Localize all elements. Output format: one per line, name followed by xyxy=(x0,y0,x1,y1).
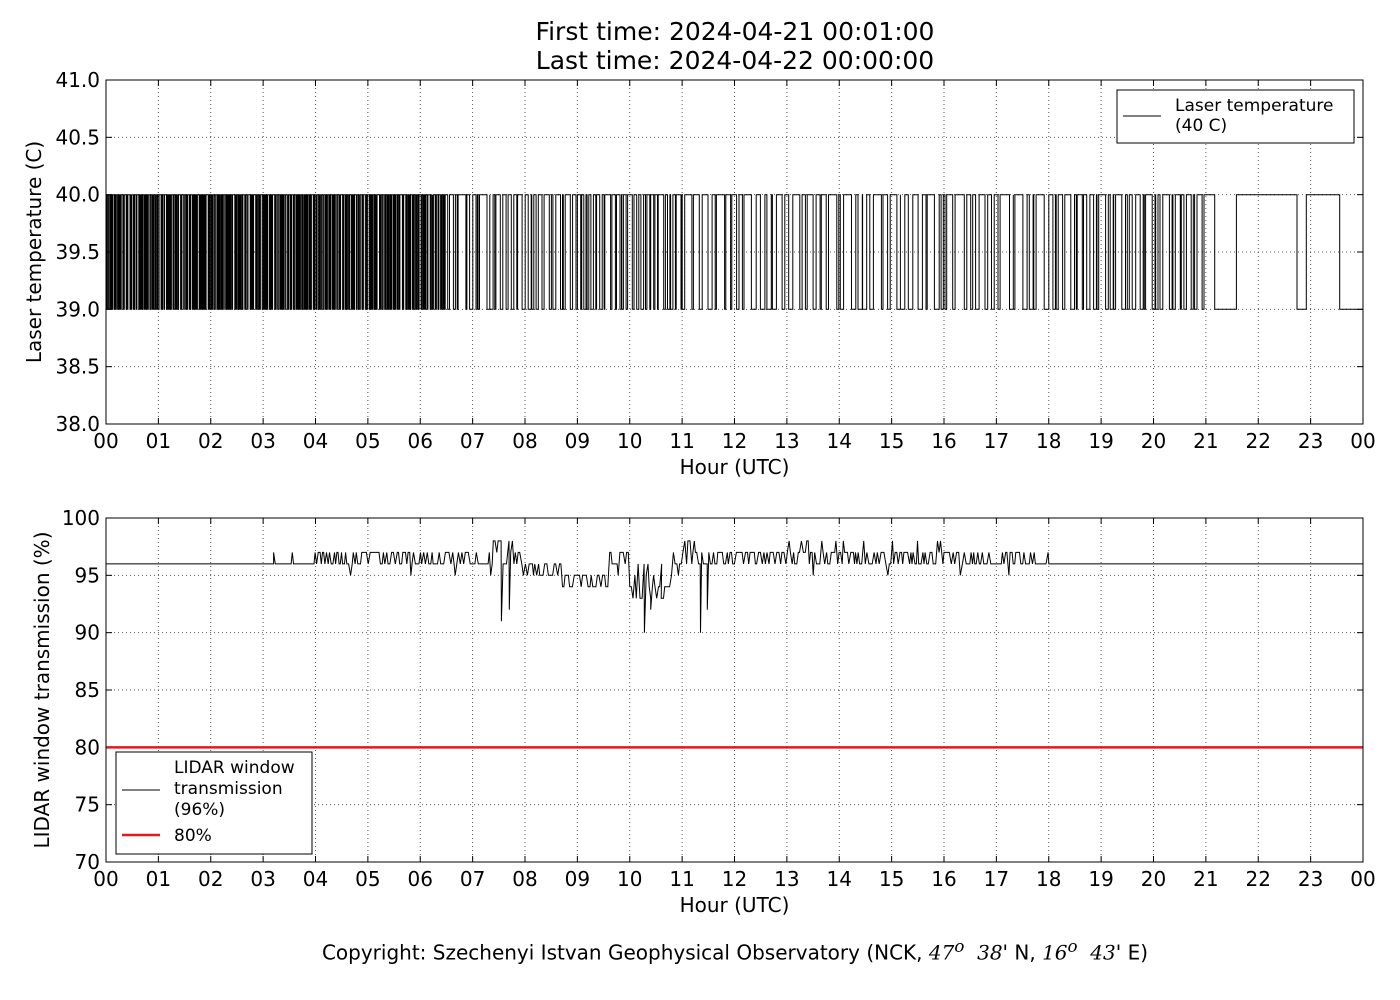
y-tick-label: 40.0 xyxy=(55,183,100,207)
x-tick-label: 01 xyxy=(146,429,171,453)
legend-label-lidar: transmission xyxy=(174,779,283,799)
legend-label-lidar: LIDAR window xyxy=(174,758,295,778)
x-tick-label: 00 xyxy=(1350,867,1375,891)
x-tick-label: 05 xyxy=(355,867,380,891)
x-tick-label: 21 xyxy=(1193,429,1218,453)
x-tick-label: 02 xyxy=(198,429,223,453)
y-tick-label: 38.5 xyxy=(55,355,100,379)
series-lidar-transmission xyxy=(106,540,1363,633)
y-tick-label: 39.0 xyxy=(55,297,100,321)
x-tick-label: 17 xyxy=(984,429,1009,453)
longitude-degree-mark: o xyxy=(1067,937,1078,956)
x-tick-label: 03 xyxy=(250,429,275,453)
x-tick-label: 04 xyxy=(303,867,328,891)
x-tick-label: 11 xyxy=(669,429,694,453)
x-tick-label: 18 xyxy=(1036,429,1061,453)
x-tick-label: 13 xyxy=(774,867,799,891)
x-tick-label: 23 xyxy=(1298,867,1323,891)
legend-label-threshold: 80% xyxy=(174,826,212,846)
x-axis-label: Hour (UTC) xyxy=(680,455,790,479)
y-axis-label: LIDAR window transmission (%) xyxy=(30,532,54,849)
x-tick-label: 21 xyxy=(1193,867,1218,891)
copyright-prefix: Copyright: Szechenyi Istvan Geophysical … xyxy=(321,940,929,965)
y-tick-label: 39.5 xyxy=(55,240,100,264)
x-tick-label: 12 xyxy=(722,867,747,891)
x-tick-label: 09 xyxy=(565,429,590,453)
longitude-minutes: 43 xyxy=(1090,940,1116,965)
x-tick-label: 13 xyxy=(774,429,799,453)
x-tick-label: 07 xyxy=(460,429,485,453)
x-tick-label: 16 xyxy=(931,429,956,453)
x-tick-label: 03 xyxy=(250,867,275,891)
x-tick-label: 00 xyxy=(93,429,118,453)
longitude-suffix: ' E) xyxy=(1115,940,1149,965)
y-axis-label: Laser temperature (C) xyxy=(22,141,46,363)
x-tick-label: 01 xyxy=(146,867,171,891)
y-tick-label: 90 xyxy=(75,621,100,645)
chart-title: First time: 2024-04-21 00:01:00 Last tim… xyxy=(0,17,1400,75)
legend-box xyxy=(115,751,313,855)
longitude-degrees: 16 xyxy=(1042,940,1068,965)
x-axis-label: Hour (UTC) xyxy=(680,893,790,917)
x-tick-label: 04 xyxy=(303,429,328,453)
latitude-minutes: 38 xyxy=(977,940,1003,965)
x-tick-label: 06 xyxy=(408,429,433,453)
x-tick-label: 17 xyxy=(984,867,1009,891)
x-tick-label: 22 xyxy=(1246,429,1271,453)
legend-label-lidar: (96%) xyxy=(174,800,225,820)
latitude-degree-mark: o xyxy=(954,937,965,956)
x-tick-label: 15 xyxy=(879,429,904,453)
y-tick-label: 100 xyxy=(62,506,100,530)
x-tick-label: 08 xyxy=(512,429,537,453)
x-tick-label: 14 xyxy=(827,429,852,453)
x-tick-label: 19 xyxy=(1088,429,1113,453)
x-tick-label: 16 xyxy=(931,867,956,891)
x-tick-label: 00 xyxy=(1350,429,1375,453)
x-tick-label: 20 xyxy=(1141,867,1166,891)
y-tick-label: 95 xyxy=(75,563,100,587)
title-last-time: Last time: 2024-04-22 00:00:00 xyxy=(535,46,935,75)
y-tick-label: 41.0 xyxy=(55,68,100,92)
x-tick-label: 15 xyxy=(879,867,904,891)
series-laser-temperature xyxy=(106,194,1364,310)
y-tick-label: 40.5 xyxy=(55,125,100,149)
x-tick-label: 09 xyxy=(565,867,590,891)
x-tick-label: 19 xyxy=(1088,867,1113,891)
copyright-note: Copyright: Szechenyi Istvan Geophysical … xyxy=(0,937,1400,965)
y-tick-label: 85 xyxy=(75,678,100,702)
x-tick-label: 10 xyxy=(617,867,642,891)
x-tick-label: 06 xyxy=(408,867,433,891)
legend-laser: Laser temperature(40 C) xyxy=(1116,89,1355,144)
x-tick-label: 23 xyxy=(1298,429,1323,453)
legend-label-laser: Laser temperature xyxy=(1175,96,1333,116)
x-tick-label: 08 xyxy=(512,867,537,891)
legend-label-laser: (40 C) xyxy=(1175,116,1227,136)
x-tick-label: 18 xyxy=(1036,867,1061,891)
latitude-degrees: 47 xyxy=(928,940,955,965)
x-tick-label: 20 xyxy=(1141,429,1166,453)
x-tick-label: 05 xyxy=(355,429,380,453)
x-tick-label: 10 xyxy=(617,429,642,453)
title-first-time: First time: 2024-04-21 00:01:00 xyxy=(535,17,935,46)
x-tick-label: 14 xyxy=(827,867,852,891)
axes-frame-bottom xyxy=(105,517,1364,863)
y-tick-label: 70 xyxy=(75,850,100,874)
x-tick-label: 02 xyxy=(198,867,223,891)
y-tick-label: 75 xyxy=(75,793,100,817)
x-tick-label: 07 xyxy=(460,867,485,891)
latitude-suffix: ' N, xyxy=(1002,940,1043,965)
x-tick-label: 22 xyxy=(1246,867,1271,891)
y-tick-label: 80 xyxy=(75,735,100,759)
axes-frame-top xyxy=(105,79,1364,425)
x-tick-label: 00 xyxy=(93,867,118,891)
x-tick-label: 11 xyxy=(669,867,694,891)
y-tick-label: 38.0 xyxy=(55,412,100,436)
x-tick-label: 12 xyxy=(722,429,747,453)
